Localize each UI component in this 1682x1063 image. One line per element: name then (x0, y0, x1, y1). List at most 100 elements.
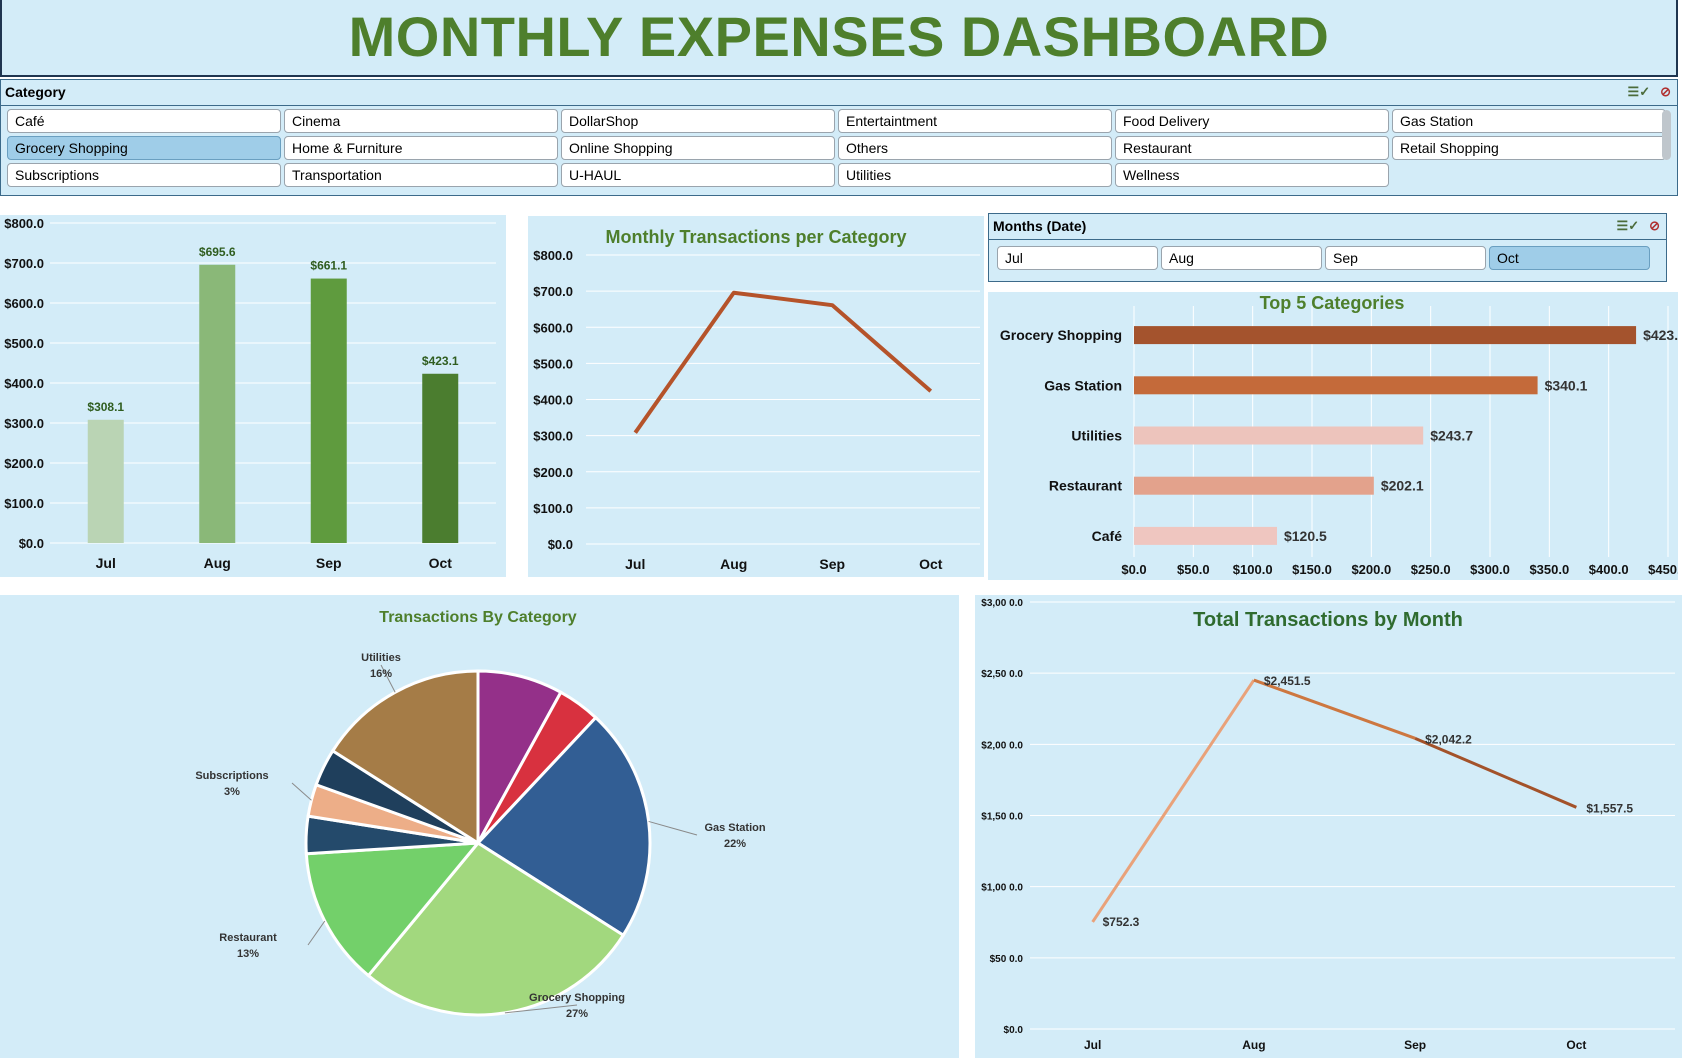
x-tick-label: Sep (316, 555, 342, 571)
data-label: $695.6 (199, 245, 236, 259)
category-pie-chart: Transactions By Category Gas Station 22% Gr… (195, 609, 766, 1020)
category-button-home-furniture[interactable]: Home & Furniture (284, 136, 558, 160)
pie-slice (475, 715, 652, 938)
category-button-restaurant[interactable]: Restaurant (1115, 136, 1389, 160)
series-line-segment (1091, 679, 1256, 923)
category-button-caf-[interactable]: Café (7, 109, 281, 133)
top5-chart-panel: Top 5 Categories $0.0 $50.0 $100.0 $150.0 $20… (988, 292, 1682, 580)
y-tick-label: $100.0 (4, 496, 44, 511)
y-tick-label: $1,00 0.0 (981, 883, 1023, 894)
y-tick-label: $300.0 (533, 429, 573, 444)
leader-line (648, 820, 698, 836)
leader-line (291, 782, 312, 801)
y-tick-label: $50 0.0 (990, 954, 1024, 965)
multi-select-icon[interactable]: ☰✓ (1627, 84, 1651, 99)
category-button-cinema[interactable]: Cinema (284, 109, 558, 133)
bar (1134, 426, 1424, 445)
dashboard-title-bar: MONTHLY EXPENSES DASHBOARD (0, 0, 1678, 77)
month-button-oct[interactable]: Oct (1489, 246, 1650, 270)
category-slicer-header: Category ☰✓ ⊘ (1, 80, 1677, 106)
x-tick-label: $0.0 (1121, 562, 1146, 577)
months-button-grid: Jul Aug Sep Oct (997, 246, 1650, 270)
data-label: $308.1 (87, 400, 124, 414)
category-button-gas-station[interactable]: Gas Station (1392, 109, 1666, 133)
leader-line (504, 1004, 578, 1014)
monthly-line-chart: Monthly Transactions per Category $0.0 $10… (533, 227, 980, 572)
x-tick-label: $100.0 (1233, 562, 1273, 577)
pie-slice (304, 841, 482, 978)
x-tick-label: Sep (1404, 1038, 1426, 1052)
chart-title: Monthly Transactions per Category (605, 227, 906, 247)
category-button-retail-shopping[interactable]: Retail Shopping (1392, 136, 1666, 160)
category-button-entertaintment[interactable]: Entertaintment (838, 109, 1112, 133)
data-label: $1,557.5 (1586, 801, 1633, 815)
total-line-chart-panel: Total Transactions by Month $0.0 $50 0.0 $1… (975, 595, 1682, 1058)
series-line-segment (1253, 678, 1416, 740)
x-tick-label: Jul (625, 556, 645, 572)
data-label: $661.1 (310, 259, 347, 273)
x-tick-label: Oct (1566, 1038, 1586, 1052)
x-tick-label: $50.0 (1177, 562, 1210, 577)
category-button-grid: Café Cinema DollarShop Entertaintment Food D… (7, 109, 1666, 187)
category-button-online-shopping[interactable]: Online Shopping (561, 136, 835, 160)
y-tick-label: $800.0 (533, 248, 573, 263)
multi-select-icon[interactable]: ☰✓ (1616, 218, 1640, 233)
category-button-subscriptions[interactable]: Subscriptions (7, 163, 281, 187)
top5-chart: Top 5 Categories $0.0 $50.0 $100.0 $150.0 $20… (1000, 293, 1682, 577)
bar (87, 419, 124, 543)
y-tick-label: $200.0 (4, 456, 44, 471)
y-tick-label: $0.0 (19, 536, 44, 551)
x-tick-label: Jul (1084, 1038, 1101, 1052)
y-tick-label: $300.0 (4, 416, 44, 431)
data-label: $120.5 (1284, 528, 1327, 544)
slice-name-label: Gas Station (704, 822, 765, 834)
category-slicer: Category ☰✓ ⊘ Café Cinema DollarShop Entert… (0, 79, 1678, 196)
series-line (633, 290, 933, 434)
y-tick-label: $600.0 (533, 320, 573, 335)
series-line-segment (1414, 736, 1577, 809)
x-tick-label: Jul (96, 555, 116, 571)
category-button-food-delivery[interactable]: Food Delivery (1115, 109, 1389, 133)
y-tick-label: $500.0 (533, 356, 573, 371)
data-label: $243.7 (1430, 428, 1473, 444)
x-tick-label: Aug (720, 556, 747, 572)
chart-title: Top 5 Categories (1260, 293, 1405, 313)
category-button-others[interactable]: Others (838, 136, 1112, 160)
y-tick-label: $200.0 (533, 465, 573, 480)
category-button-transportation[interactable]: Transportation (284, 163, 558, 187)
months-slicer: Months (Date) ☰✓ ⊘ Jul Aug Sep Oct (988, 213, 1667, 282)
slice-percent-label: 27% (566, 1008, 588, 1020)
slice-name-label: Utilities (361, 652, 401, 664)
category-slicer-scrollbar[interactable] (1662, 110, 1671, 160)
month-button-sep[interactable]: Sep (1325, 246, 1486, 270)
category-button-utilities[interactable]: Utilities (838, 163, 1112, 187)
data-label: $340.1 (1545, 377, 1588, 393)
category-button-u-haul[interactable]: U-HAUL (561, 163, 835, 187)
y-tick-label: $2,00 0.0 (981, 740, 1023, 751)
category-button-wellness[interactable]: Wellness (1115, 163, 1389, 187)
x-tick-label: Oct (429, 555, 453, 571)
slice-name-label: Subscriptions (195, 770, 268, 782)
x-tick-label: $450.0 (1648, 562, 1678, 577)
y-tick-label: $700.0 (533, 284, 573, 299)
bar (1134, 476, 1374, 495)
bar (422, 373, 459, 543)
bar (1134, 326, 1637, 345)
x-tick-label: $250.0 (1411, 562, 1451, 577)
pie-slice (330, 669, 480, 846)
y-tick-label: Restaurant (1049, 478, 1122, 494)
y-tick-label: $700.0 (4, 256, 44, 271)
category-button-grocery-shopping[interactable]: Grocery Shopping (7, 136, 281, 160)
x-tick-label: Aug (204, 555, 231, 571)
category-button-dollarshop[interactable]: DollarShop (561, 109, 835, 133)
x-tick-label: $300.0 (1470, 562, 1510, 577)
clear-filter-icon[interactable]: ⊘ (1649, 218, 1660, 233)
month-button-jul[interactable]: Jul (997, 246, 1158, 270)
month-button-aug[interactable]: Aug (1161, 246, 1322, 270)
clear-filter-icon[interactable]: ⊘ (1660, 84, 1671, 99)
monthly-line-chart-panel: Monthly Transactions per Category $0.0 $10… (528, 216, 984, 577)
x-tick-label: Sep (819, 556, 845, 572)
category-slicer-title: Category (5, 84, 66, 100)
y-tick-label: $0.0 (1004, 1025, 1024, 1036)
y-tick-label: $500.0 (4, 336, 44, 351)
